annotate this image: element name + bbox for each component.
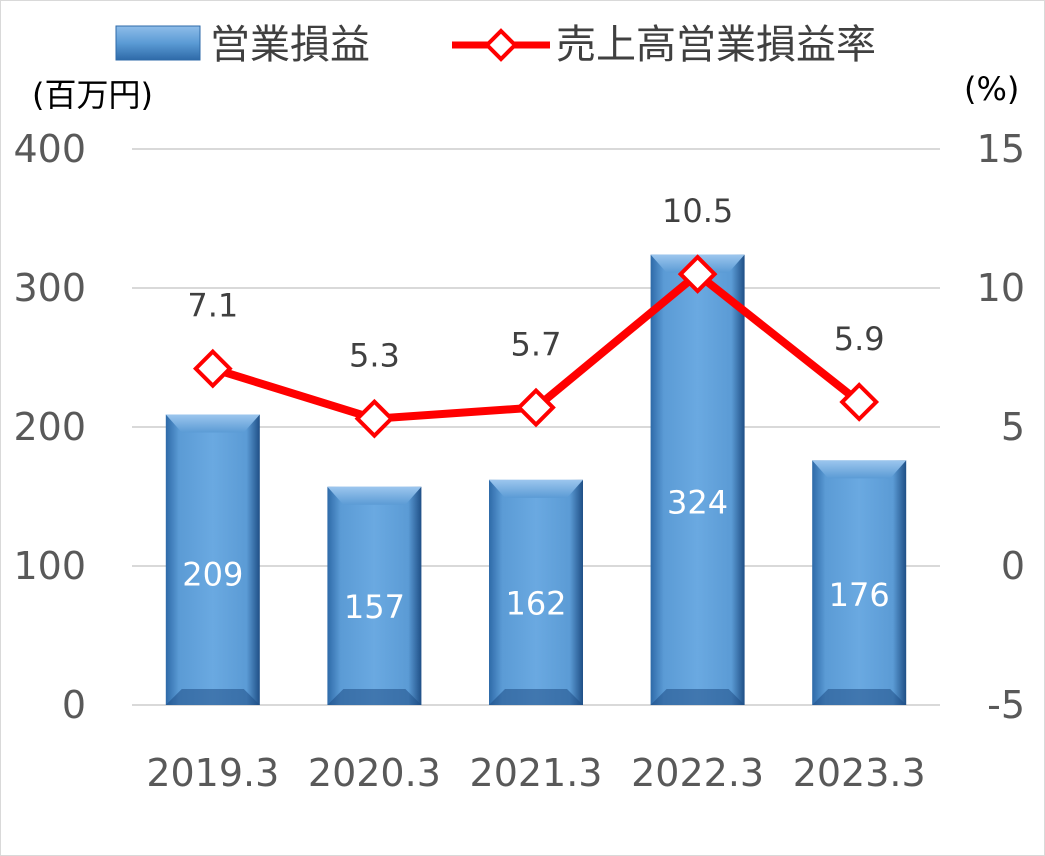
bar-body — [812, 460, 907, 705]
category-label: 2022.3 — [631, 751, 764, 795]
line-marker — [192, 348, 233, 389]
bar-bevel-bottom — [165, 689, 260, 705]
legend-bar-swatch — [115, 25, 201, 61]
right-axis-tick-label: 10 — [977, 266, 1025, 310]
left-axis-tick-label: 100 — [13, 544, 86, 588]
line-data-label: 5.7 — [511, 326, 562, 364]
left-axis-tick-label: 0 — [62, 683, 86, 727]
legend-bar-label: 営業損益 — [210, 22, 370, 68]
bar — [489, 479, 583, 705]
bar-bevel-top — [165, 414, 260, 433]
line-data-label: 7.1 — [187, 287, 238, 325]
bar-data-label: 324 — [667, 483, 728, 521]
bar — [650, 254, 745, 705]
bar-data-label: 162 — [505, 585, 566, 623]
bar — [165, 414, 260, 705]
right-axis-tick-label: 5 — [1001, 405, 1025, 449]
bar-bevel-bottom — [650, 689, 745, 705]
legend-line-label: 売上高営業損益率 — [556, 22, 876, 68]
data-labels: 209 157 162 324 176 7.1 5.3 5.7 10.5 5.9 — [182, 192, 889, 626]
left-axis-tick-label: 400 — [13, 127, 86, 171]
right-axis-tick-label: 0 — [1001, 544, 1025, 588]
axes: 0 -5 100 0 200 5 300 10 400 15 2019.3 2020.3 2021.3 2… — [13, 127, 1025, 795]
left-axis-tick-label: 300 — [13, 266, 86, 310]
right-axis-tick-label: -5 — [987, 683, 1025, 727]
left-axis-tick-label: 200 — [13, 405, 86, 449]
right-axis-unit-label: (%) — [964, 70, 1019, 108]
bar — [812, 460, 907, 705]
bar-bevel-top — [327, 486, 422, 505]
bar-data-label: 176 — [829, 576, 890, 614]
left-axis-unit-label: (百万円) — [32, 76, 153, 114]
legend: 営業損益 売上高営業損益率 — [115, 22, 876, 68]
line-data-label: 5.3 — [349, 337, 400, 375]
category-label: 2023.3 — [793, 751, 926, 795]
line-marker — [677, 254, 718, 294]
category-label: 2019.3 — [146, 751, 279, 795]
bar-body — [327, 486, 422, 705]
legend-line-marker — [484, 28, 518, 62]
category-label: 2021.3 — [470, 751, 603, 795]
line-data-label: 5.9 — [834, 320, 885, 358]
line-marker — [516, 387, 556, 428]
line-marker — [354, 398, 395, 439]
bar-bevel-bottom — [327, 689, 422, 705]
bar-body — [489, 479, 583, 705]
category-label: 2020.3 — [308, 751, 441, 795]
bar — [327, 486, 422, 705]
bar-bevel-bottom — [489, 689, 583, 705]
right-axis-tick-label: 15 — [977, 127, 1025, 171]
bar-bevel-top — [489, 479, 583, 498]
line-series — [192, 254, 880, 439]
bar-body — [650, 254, 745, 705]
bar-bevel-top — [812, 460, 907, 479]
line-data-label: 10.5 — [662, 192, 733, 230]
bar-data-label: 209 — [182, 555, 243, 593]
bar-data-label: 157 — [344, 588, 405, 626]
line-marker — [839, 382, 880, 422]
bar-bevel-bottom — [812, 689, 907, 705]
bar-series — [165, 254, 907, 705]
bar-body — [165, 414, 260, 705]
